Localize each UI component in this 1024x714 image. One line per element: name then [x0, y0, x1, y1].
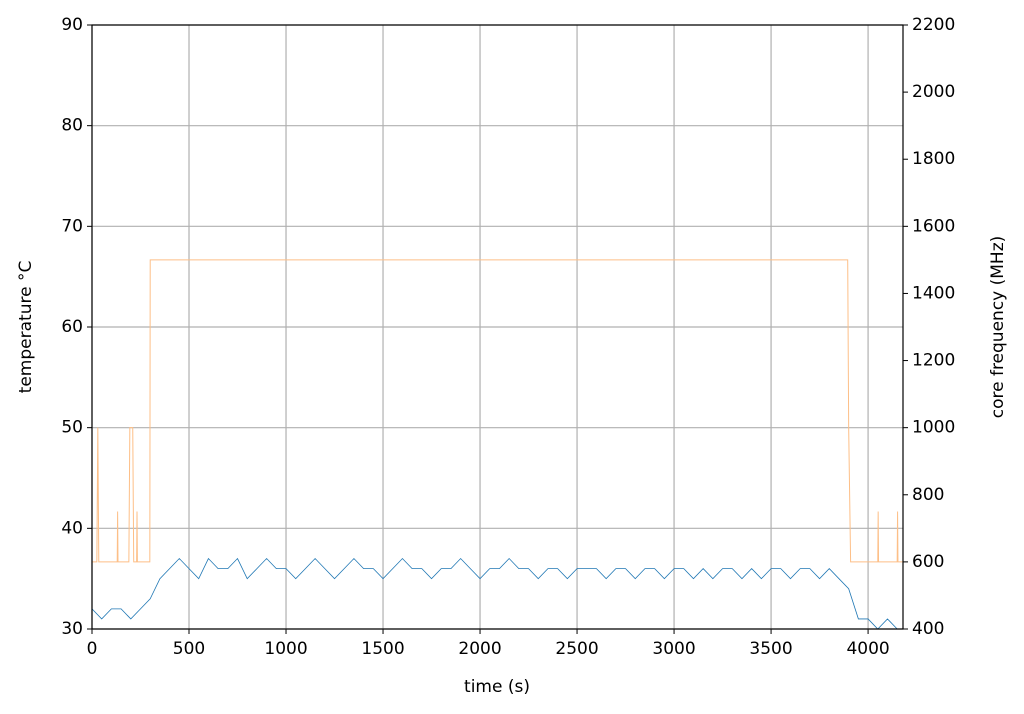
y-axis-label: temperature °C	[16, 261, 36, 394]
y-tick-label: 40	[61, 518, 83, 538]
y-tick-label: 70	[61, 216, 83, 236]
y-tick-label: 80	[61, 116, 83, 136]
y2-tick-label: 2000	[912, 82, 955, 102]
x-axis-label: time (s)	[464, 677, 530, 697]
x-tick-label: 2000	[458, 639, 501, 659]
x-tick-label: 2500	[555, 639, 598, 659]
plot-frame	[91, 24, 904, 630]
x-tick-label: 4000	[846, 639, 889, 659]
x-tick-label: 3500	[749, 639, 792, 659]
y-tick-label: 90	[61, 15, 83, 35]
y2-tick-label: 2200	[912, 15, 955, 35]
y2-tick-label: 1000	[912, 418, 955, 438]
y2-tick-label: 1400	[912, 283, 955, 303]
y-tick-label: 50	[61, 418, 83, 438]
y-tick-label: 30	[61, 619, 83, 639]
x-tick-label: 500	[173, 639, 205, 659]
x-tick-label: 3000	[652, 639, 695, 659]
series-line	[91, 557, 898, 630]
y2-axis-label: core frequency (MHz)	[988, 236, 1008, 419]
series-line	[92, 259, 903, 563]
y2-tick-label: 1600	[912, 216, 955, 236]
y2-tick-label: 400	[912, 619, 944, 639]
x-tick-label: 1000	[264, 639, 307, 659]
y2-tick-label: 600	[912, 552, 944, 572]
x-tick-label: 0	[87, 639, 98, 659]
y-tick-label: 60	[61, 317, 83, 337]
x-tick-label: 1500	[361, 639, 404, 659]
y2-tick-label: 1200	[912, 351, 955, 371]
y2-tick-label: 800	[912, 485, 944, 505]
y2-tick-label: 1800	[912, 149, 955, 169]
